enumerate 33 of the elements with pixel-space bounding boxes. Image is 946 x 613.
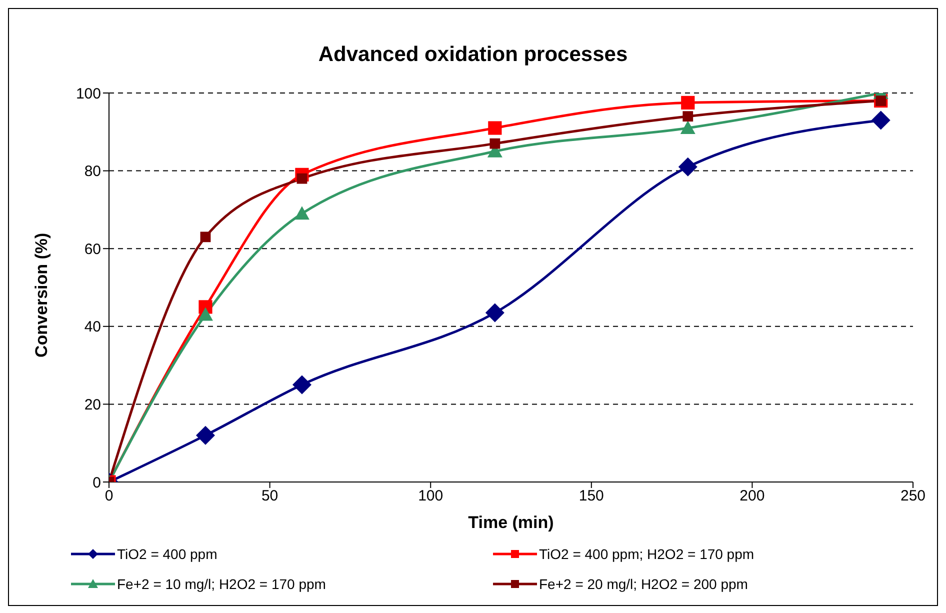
y-tick-label: 0 bbox=[92, 474, 101, 492]
chart-title: Advanced oxidation processes bbox=[317, 42, 629, 68]
y-tick-label: 80 bbox=[84, 163, 101, 180]
legend-label: Fe+2 = 20 mg/l; H2O2 = 200 ppm bbox=[539, 576, 748, 592]
point bbox=[198, 307, 213, 321]
point bbox=[680, 120, 696, 134]
point bbox=[678, 157, 698, 176]
point bbox=[196, 426, 215, 445]
legend-label: TiO2 = 400 ppm; H2O2 = 170 ppm bbox=[539, 546, 754, 562]
point bbox=[485, 303, 504, 322]
point bbox=[200, 232, 211, 242]
point bbox=[292, 375, 312, 394]
point bbox=[871, 110, 890, 130]
point bbox=[681, 96, 695, 110]
x-tick-label: 250 bbox=[900, 488, 926, 505]
point bbox=[682, 111, 694, 122]
x-tick-label: 50 bbox=[261, 488, 278, 505]
point bbox=[488, 121, 502, 135]
legend-label: TiO2 = 400 ppm bbox=[117, 546, 218, 562]
legend-label: Fe+2 = 10 mg/l; H2O2 = 170 ppm bbox=[117, 576, 326, 592]
y-tick-label: 100 bbox=[76, 85, 101, 102]
x-tick-label: 100 bbox=[418, 488, 444, 505]
x-axis-title: Time (min) bbox=[468, 513, 554, 532]
x-tick-label: 150 bbox=[578, 488, 604, 505]
y-axis-title: Conversion (%) bbox=[32, 232, 52, 358]
point bbox=[296, 173, 308, 184]
y-tick-label: 40 bbox=[84, 318, 101, 336]
x-tick-label: 0 bbox=[104, 488, 114, 505]
y-tick-label: 60 bbox=[84, 240, 101, 258]
x-tick-label: 200 bbox=[740, 488, 765, 505]
y-tick-label: 20 bbox=[84, 396, 101, 414]
point bbox=[490, 138, 500, 149]
point bbox=[294, 206, 310, 220]
